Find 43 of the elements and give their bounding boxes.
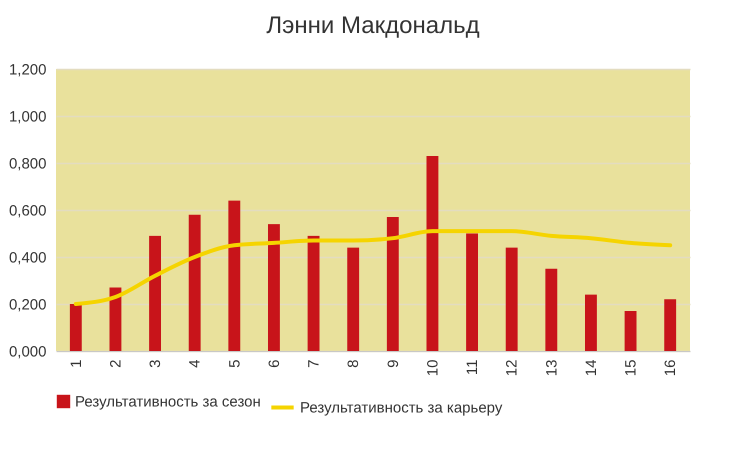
y-tick-label: 0,400 [8, 250, 46, 266]
y-tick-label: 1,200 [8, 62, 46, 78]
bar [188, 214, 201, 351]
legend-label: Результативность за карьеру [300, 400, 503, 416]
legend-label: Результативность за сезон [75, 394, 261, 410]
x-tick-label: 5 [226, 360, 244, 368]
x-tick-label: 1 [68, 360, 85, 368]
x-tick-label: 3 [147, 360, 164, 368]
x-tick-label: 13 [543, 360, 560, 376]
x-tick-label: 2 [107, 360, 124, 368]
x-tick-label: 10 [424, 360, 442, 376]
y-tick-label: 0,600 [8, 202, 46, 220]
bar [426, 156, 438, 351]
bar [308, 236, 320, 351]
bar [624, 311, 637, 351]
bar [149, 236, 162, 351]
bar [109, 288, 122, 351]
x-tick-label: 15 [622, 360, 640, 376]
chart-title: Лэнни Макдональд [266, 12, 480, 39]
x-tick-label: 16 [662, 360, 680, 376]
bar [268, 224, 280, 351]
x-tick-label: 11 [464, 360, 482, 376]
y-tick-label: 0,800 [8, 156, 46, 172]
bar [228, 200, 240, 351]
bar [70, 304, 82, 351]
x-tick-label: 6 [266, 360, 283, 368]
line-series [74, 229, 672, 306]
x-tick-label: 12 [504, 360, 521, 376]
bar [584, 294, 597, 351]
y-tick-label: 0,000 [8, 344, 46, 360]
bar [386, 217, 399, 351]
x-tick-label: 8 [345, 360, 362, 368]
x-tick-label: 9 [384, 360, 402, 368]
x-tick-label: 4 [186, 360, 204, 368]
bar [347, 248, 360, 351]
y-tick-label: 0,200 [8, 296, 46, 314]
bar [466, 234, 478, 351]
bar [545, 268, 558, 351]
x-tick-label: 14 [582, 360, 600, 376]
x-tick-label: 7 [306, 360, 323, 368]
bar [506, 248, 518, 351]
bar [664, 299, 676, 351]
y-tick-label: 1,000 [8, 108, 46, 126]
